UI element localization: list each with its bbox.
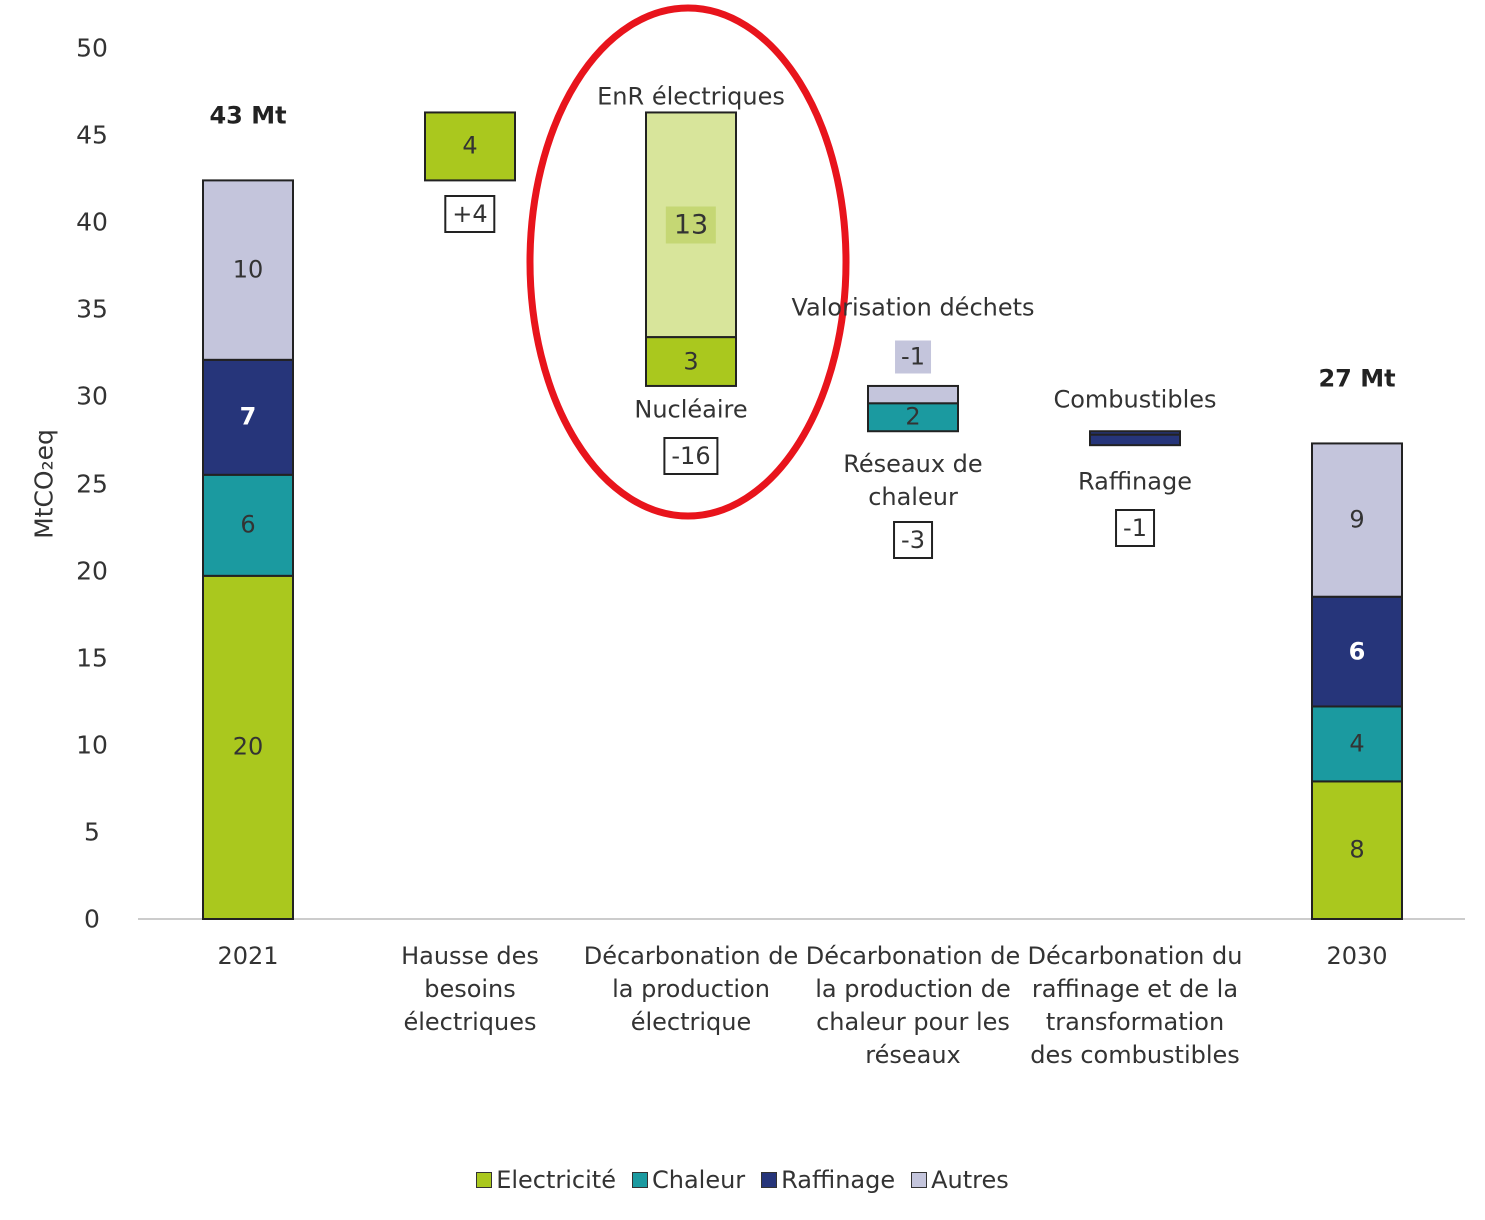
value-label: 20 [232,732,264,761]
value-label: 8 [1349,835,1365,864]
legend-label: Autres [931,1166,1009,1194]
bar-segment [1089,433,1181,447]
x-tick-label: Hausse des besoins électriques [401,942,539,1036]
legend-label: Chaleur [651,1166,746,1194]
legend-item: Chaleur [631,1166,746,1194]
x-tick-label: Décarbonation du raffinage et de la tran… [1027,942,1243,1069]
y-tick-label: 10 [76,730,108,760]
legend-swatch [911,1172,928,1188]
legend-item: Raffinage [761,1166,895,1194]
legend-swatch [761,1172,778,1188]
y-tick-label: 0 [84,904,100,934]
y-tick-label: 45 [76,120,108,150]
value-label: -1 [895,340,931,374]
change-label: -1 [1115,509,1155,548]
total-label: 27 Mt [1318,364,1396,393]
bar-segment [202,473,294,577]
value-label: 6 [1348,637,1366,666]
value-label: 4 [1349,729,1365,758]
bar-segment [1311,705,1403,783]
value-label: 10 [232,255,264,284]
legend-item: Autres [911,1166,1009,1194]
bar-segment [1311,595,1403,708]
value-label: 3 [683,347,699,376]
legend-swatch [476,1172,493,1188]
y-tick-label: 50 [76,33,108,63]
segment-name: Raffinage [1078,467,1192,496]
y-tick-label: 35 [76,294,108,324]
change-label: +4 [444,195,496,234]
bar-segment [424,111,516,182]
y-axis-label: MtCO₂eq [29,429,59,539]
value-label: 6 [240,510,256,539]
segment-name: Nucléaire [634,395,748,424]
x-tick-label: Décarbonation de la production de chaleu… [805,942,1021,1069]
bar-segment [1311,442,1403,598]
change-label: -16 [663,436,719,475]
bar-segment [867,402,959,433]
y-tick-label: 30 [76,381,108,411]
x-tick-label: Décarbonation de la production électriqu… [583,942,799,1036]
legend-label: Raffinage [781,1166,896,1194]
value-label: 7 [239,402,257,431]
segment-name: Combustibles [1053,385,1217,414]
y-tick-label: 25 [76,469,108,498]
value-label: 13 [665,206,717,244]
highlight-ellipse [526,4,850,520]
bar-segment [202,574,294,920]
x-tick-label: 2030 [1326,942,1388,970]
value-label: 4 [462,131,478,160]
y-tick-label: 5 [84,817,100,847]
legend-item: Electricité [476,1166,616,1194]
value-label: 2 [905,402,921,431]
y-tick-label: 15 [76,643,108,673]
y-tick-label: 20 [76,556,108,586]
segment-name: Réseaux de chaleur [843,450,983,512]
value-label: 9 [1349,505,1365,534]
legend-label: Electricité [496,1166,616,1194]
legend: Electricité Chaleur Raffinage Autres [0,1166,1485,1194]
legend-swatch [631,1172,648,1188]
total-label: 43 Mt [209,101,287,130]
x-tick-label: 2021 [217,942,279,970]
bar-segment [645,336,737,387]
bar-segment [202,179,294,361]
segment-name: Valorisation déchets [791,293,1035,322]
change-label: -3 [893,521,933,560]
segment-name: EnR électriques [597,82,785,111]
y-tick-label: 40 [76,207,108,237]
